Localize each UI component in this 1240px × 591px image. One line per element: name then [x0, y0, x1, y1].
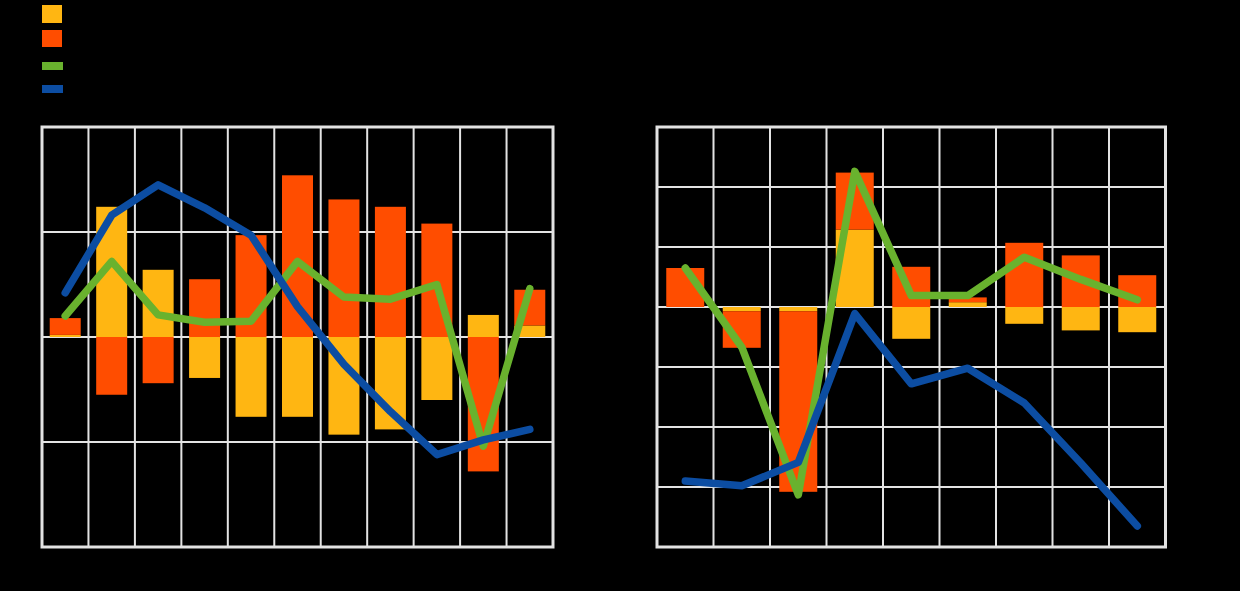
bar-segment-yellow-bars — [723, 307, 761, 311]
bar-segment-orange-bars — [143, 337, 174, 383]
bar-segment-yellow-bars — [468, 315, 499, 337]
bar-segment-yellow-bars — [1118, 307, 1156, 332]
bar-segment-yellow-bars — [236, 337, 267, 417]
bar-segment-yellow-bars — [189, 337, 220, 378]
bar-segment-orange-bars — [375, 207, 406, 337]
chart-image — [0, 0, 1240, 591]
bar-segment-yellow-bars — [1005, 307, 1043, 324]
bar-segment-yellow-bars — [779, 307, 817, 311]
bar-segment-orange-bars — [1005, 243, 1043, 307]
bar-segment-yellow-bars — [421, 337, 452, 400]
bar-segment-orange-bars — [50, 318, 81, 335]
bar-segment-yellow-bars — [949, 302, 987, 307]
bar-segment-orange-bars — [189, 279, 220, 337]
bar-segment-yellow-bars — [282, 337, 313, 417]
bar-segment-yellow-bars — [50, 335, 81, 337]
bar-segment-orange-bars — [96, 337, 127, 395]
bar-segment-orange-bars — [328, 199, 359, 337]
chart-canvas — [0, 0, 1240, 591]
bar-segment-yellow-bars — [892, 307, 930, 339]
bar-segment-yellow-bars — [1062, 307, 1100, 330]
bar-segment-orange-bars — [282, 175, 313, 337]
